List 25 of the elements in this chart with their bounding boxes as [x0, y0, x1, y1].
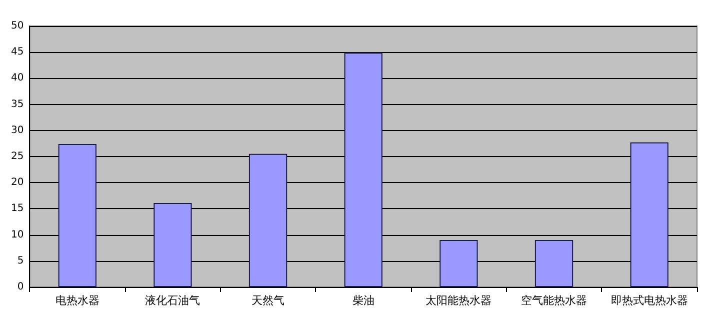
y-tick-label: 10 [10, 229, 24, 240]
x-tick-label: 液化石油气 [145, 294, 200, 307]
y-tick-label: 0 [17, 282, 24, 292]
y-tick-label: 35 [10, 98, 24, 110]
bar [534, 240, 574, 287]
bar [58, 144, 96, 287]
bar [440, 240, 478, 287]
x-tick-label: 太阳能热水器 [426, 294, 492, 307]
x-tick-label: 即热式电热水器 [610, 294, 688, 307]
x-tick-label: 空气能热水器 [521, 294, 588, 307]
bar [248, 154, 288, 287]
y-tick-label: 25 [10, 151, 24, 162]
bar [154, 202, 192, 287]
y-tick-label: 20 [10, 177, 24, 188]
y-tick-label: 45 [10, 46, 24, 58]
x-tick-label: 天然气 [252, 294, 285, 307]
y-tick-label: 50 [10, 20, 24, 32]
y-tick-label: 15 [10, 203, 24, 214]
x-tick-label: 电热水器 [55, 294, 100, 307]
x-tick-label: 柴油 [352, 294, 374, 307]
y-tick-label: 5 [17, 255, 24, 266]
y-tick-label: 30 [10, 124, 24, 136]
y-tick-label: 40 [10, 72, 24, 84]
bar [630, 142, 668, 287]
bar [344, 52, 382, 287]
